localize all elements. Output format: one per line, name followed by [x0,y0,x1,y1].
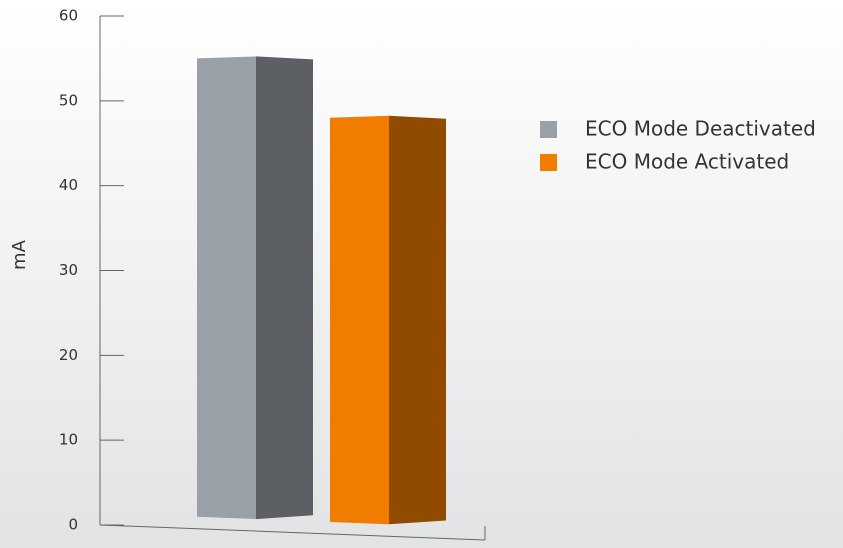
y-tick-label: 0 [68,516,78,534]
legend-swatch [540,121,557,138]
y-tick-label: 30 [59,261,78,279]
y-tick-label: 50 [59,91,78,109]
x-axis [99,524,486,541]
legend-label: ECO Mode Activated [585,150,789,174]
y-tick-label: 10 [59,431,78,449]
legend-label: ECO Mode Deactivated [585,117,816,141]
y-axis-label: mA [9,239,30,270]
y-tick-label: 40 [59,176,78,194]
bar-front [197,56,256,520]
y-tick-label: 60 [59,7,78,25]
legend-swatch [540,154,557,171]
bar-side [256,56,313,520]
bar-side [389,115,446,525]
bar-front [330,115,389,525]
y-tick-label: 20 [59,346,78,364]
